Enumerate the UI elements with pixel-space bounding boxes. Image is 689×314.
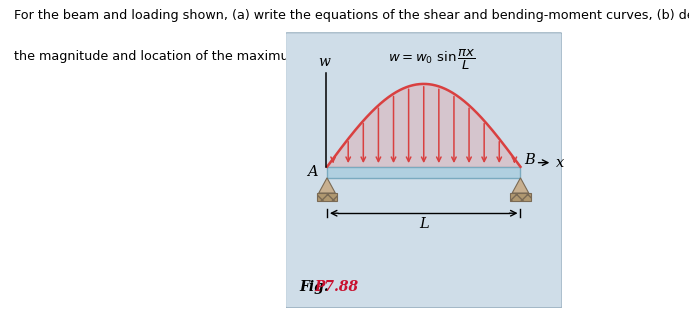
Text: P7.88: P7.88 — [315, 280, 359, 295]
Text: w: w — [318, 55, 330, 69]
Text: A: A — [307, 165, 318, 179]
Bar — [317, 193, 338, 201]
Bar — [327, 167, 520, 178]
Text: $w = w_{\rm 0}\ \sin\dfrac{\pi x}{L}$: $w = w_{\rm 0}\ \sin\dfrac{\pi x}{L}$ — [388, 48, 476, 73]
Text: x: x — [556, 156, 564, 170]
Text: L: L — [419, 217, 429, 230]
Text: the magnitude and location of the maximum bending moment.: the magnitude and location of the maximu… — [14, 50, 419, 63]
FancyBboxPatch shape — [285, 33, 562, 308]
Bar — [510, 193, 531, 201]
Text: For the beam and loading shown, (a) write the equations of the shear and bending: For the beam and loading shown, (a) writ… — [14, 9, 689, 22]
Polygon shape — [319, 178, 336, 193]
Text: Fig.: Fig. — [300, 280, 334, 295]
Polygon shape — [512, 178, 528, 193]
Text: B: B — [524, 153, 535, 167]
